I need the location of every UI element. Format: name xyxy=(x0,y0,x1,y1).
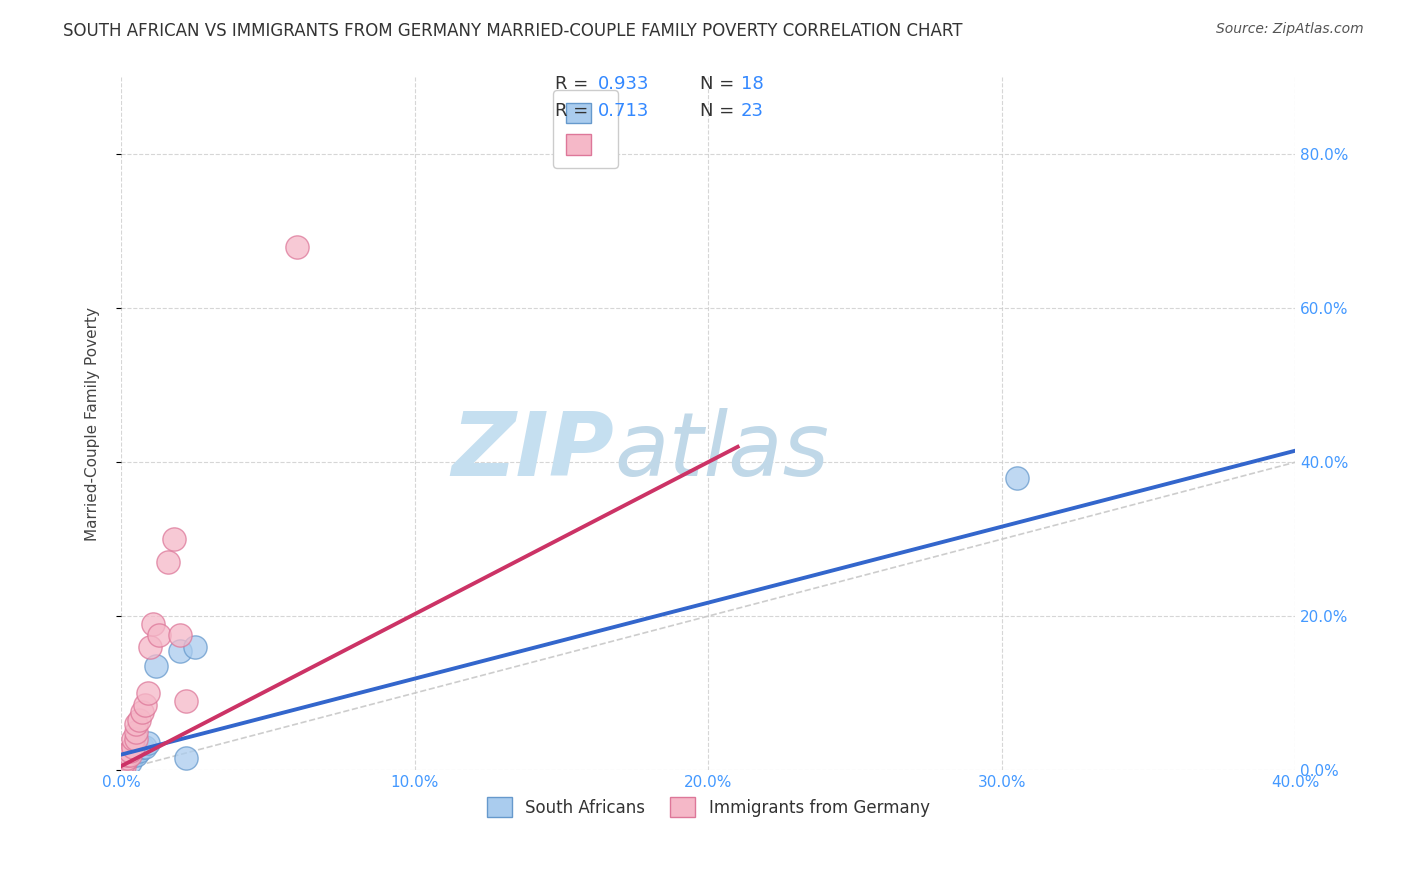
Point xyxy=(115,747,138,762)
Text: R =: R = xyxy=(555,75,589,93)
Text: 0.713: 0.713 xyxy=(598,102,650,120)
Point xyxy=(145,659,167,673)
Point xyxy=(118,756,141,770)
Text: 0.933: 0.933 xyxy=(598,75,650,93)
Point xyxy=(118,747,141,762)
Point xyxy=(136,736,159,750)
Point xyxy=(122,747,145,762)
Point xyxy=(139,640,162,654)
Text: 23: 23 xyxy=(741,102,763,120)
Text: 18: 18 xyxy=(741,75,763,93)
Point xyxy=(148,628,170,642)
Point xyxy=(169,628,191,642)
Point xyxy=(125,732,148,747)
Point xyxy=(115,751,138,765)
Point xyxy=(122,739,145,754)
Text: N =: N = xyxy=(700,75,734,93)
Point xyxy=(118,744,141,758)
Point xyxy=(142,616,165,631)
Point xyxy=(125,724,148,739)
Point xyxy=(131,706,153,720)
Text: N =: N = xyxy=(700,102,734,120)
Point xyxy=(115,747,138,762)
Point xyxy=(118,747,141,762)
Point xyxy=(183,640,205,654)
Text: atlas: atlas xyxy=(614,409,830,494)
Text: Source: ZipAtlas.com: Source: ZipAtlas.com xyxy=(1216,22,1364,37)
Point xyxy=(125,744,148,758)
Point xyxy=(169,644,191,658)
Point xyxy=(122,744,145,758)
Text: R =: R = xyxy=(555,102,589,120)
Point xyxy=(122,732,145,747)
Y-axis label: Married-Couple Family Poverty: Married-Couple Family Poverty xyxy=(86,307,100,541)
Point xyxy=(134,739,156,754)
Point xyxy=(112,756,135,770)
Text: SOUTH AFRICAN VS IMMIGRANTS FROM GERMANY MARRIED-COUPLE FAMILY POVERTY CORRELATI: SOUTH AFRICAN VS IMMIGRANTS FROM GERMANY… xyxy=(63,22,963,40)
Point xyxy=(115,751,138,765)
Point xyxy=(112,756,135,770)
Point xyxy=(128,713,150,727)
Text: ZIP: ZIP xyxy=(451,408,614,495)
Legend: South Africans, Immigrants from Germany: South Africans, Immigrants from Germany xyxy=(481,790,936,824)
Point xyxy=(134,698,156,712)
Point xyxy=(131,739,153,754)
Point xyxy=(285,240,308,254)
Point xyxy=(125,747,148,762)
Point xyxy=(136,686,159,700)
Point xyxy=(174,751,197,765)
Point xyxy=(125,716,148,731)
Point xyxy=(112,759,135,773)
Point xyxy=(174,694,197,708)
Point xyxy=(163,532,186,546)
Point xyxy=(1005,470,1028,484)
Point xyxy=(128,744,150,758)
Point xyxy=(157,555,180,569)
